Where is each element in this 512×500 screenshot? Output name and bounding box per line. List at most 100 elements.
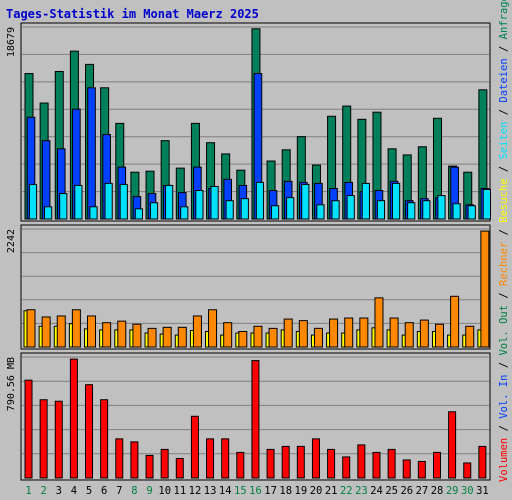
bar-volumen-day-7 xyxy=(115,438,124,479)
bar-volumen-day-13 xyxy=(206,438,215,479)
day-label: 7 xyxy=(116,485,122,497)
bar-volumen-day-12 xyxy=(190,415,199,479)
bar-rechner-day-2 xyxy=(41,316,51,348)
bar-rechner-day-6 xyxy=(102,322,112,348)
bar-seiten-day-3 xyxy=(59,193,68,220)
day-label: 22 xyxy=(340,485,353,497)
bar-volumen-day-17 xyxy=(266,448,275,479)
bar-seiten-day-16 xyxy=(255,181,265,220)
legend-item-seiten: Seiten xyxy=(498,122,510,160)
bar-rechner-day-15 xyxy=(238,330,248,348)
bar-rechner-day-13 xyxy=(208,309,218,348)
bar-seiten-day-17 xyxy=(270,205,280,220)
day-label: 28 xyxy=(431,485,444,497)
bar-rechner-day-3 xyxy=(56,315,66,348)
day-label: 14 xyxy=(219,485,232,497)
legend-item--: / xyxy=(498,223,510,242)
chart-title: Tages-Statistik im Monat Maerz 2025 xyxy=(6,7,259,21)
bar-rechner-day-21 xyxy=(329,318,339,348)
legend-item--: / xyxy=(498,39,510,58)
bar-volumen-day-5 xyxy=(85,384,94,479)
legend-item-besuche: Besuche xyxy=(498,178,510,222)
day-label: 6 xyxy=(101,485,107,497)
legend-item--: / xyxy=(498,160,510,179)
legend-item-vol-in: Vol. In xyxy=(498,375,510,419)
bar-seiten-day-9 xyxy=(149,202,159,220)
bar-rechner-day-18 xyxy=(283,318,293,348)
bar-dateien-day-5 xyxy=(87,87,96,220)
day-label: 21 xyxy=(325,485,338,497)
bar-seiten-day-30 xyxy=(467,205,476,220)
day-label: 18 xyxy=(279,485,292,497)
bar-seiten-day-20 xyxy=(316,204,325,220)
legend-vertical: Volumen / Vol. In / Vol. Out / Rechner /… xyxy=(498,0,510,482)
bar-volumen-day-31 xyxy=(478,445,487,479)
panels-layer: 18679 2242 790.56 MB xyxy=(6,22,491,481)
panel-requests: 18679 xyxy=(6,22,491,222)
bar-seiten-day-19 xyxy=(301,183,310,220)
bar-volumen-day-19 xyxy=(296,445,305,479)
bar-seiten-day-11 xyxy=(180,206,189,220)
day-label: 4 xyxy=(71,485,77,497)
day-label: 12 xyxy=(189,485,202,497)
legend-item--: / xyxy=(498,419,510,438)
bar-seiten-day-15 xyxy=(240,198,249,220)
legend-item-volumen: Volumen xyxy=(498,438,510,482)
bar-rechner-day-27 xyxy=(419,319,429,348)
bar-seiten-day-27 xyxy=(422,200,431,220)
bar-rechner-day-22 xyxy=(344,317,354,348)
day-label: 17 xyxy=(264,485,277,497)
bar-rechner-day-25 xyxy=(389,317,399,348)
bar-rechner-day-7 xyxy=(117,320,127,348)
day-label: 24 xyxy=(370,485,383,497)
legend-item-vol-out: Vol. Out xyxy=(498,305,510,356)
day-label: 3 xyxy=(56,485,62,497)
bar-seiten-day-24 xyxy=(376,200,386,220)
bar-seiten-day-8 xyxy=(134,208,144,220)
bar-seiten-day-23 xyxy=(361,182,370,220)
bar-rechner-day-10 xyxy=(162,326,172,348)
bar-seiten-day-22 xyxy=(346,195,355,220)
bar-volumen-day-29 xyxy=(448,411,457,479)
day-label: 1 xyxy=(25,485,31,497)
day-label: 20 xyxy=(310,485,323,497)
bar-rechner-day-14 xyxy=(223,322,233,348)
day-label: 29 xyxy=(446,485,459,497)
legend-item--: / xyxy=(498,103,510,122)
bar-rechner-day-30 xyxy=(465,325,475,348)
bar-seiten-day-10 xyxy=(165,184,174,220)
bar-volumen-day-30 xyxy=(463,462,472,479)
bar-volumen-day-21 xyxy=(327,448,336,479)
bar-volumen-day-26 xyxy=(402,459,411,479)
bar-seiten-day-1 xyxy=(28,183,38,220)
day-labels: 1 2 3 4 5 6 7 8 9 10 11 12 13 14 15 16 17 18 19 20 21 22 23 24 2… xyxy=(25,485,488,497)
day-label: 2 xyxy=(41,485,47,497)
legend-item-dateien: Dateien xyxy=(498,58,510,102)
bar-volumen-day-22 xyxy=(342,456,351,479)
bar-rechner-day-8 xyxy=(132,323,142,348)
bar-volumen-day-27 xyxy=(417,460,426,479)
bar-rechner-day-17 xyxy=(268,327,278,348)
bar-rechner-day-29 xyxy=(450,295,460,348)
bar-volumen-day-3 xyxy=(54,400,63,479)
bar-volumen-day-18 xyxy=(281,445,290,479)
bar-volumen-day-8 xyxy=(130,441,139,479)
day-label: 11 xyxy=(174,485,187,497)
bar-seiten-day-5 xyxy=(89,206,98,220)
day-label: 31 xyxy=(476,485,489,497)
legend-item-rechner: Rechner xyxy=(498,242,510,286)
bar-volumen-day-20 xyxy=(311,438,320,479)
bar-seiten-day-31 xyxy=(482,189,491,220)
day-label: 5 xyxy=(86,485,92,497)
day-label: 27 xyxy=(416,485,429,497)
bar-volumen-day-28 xyxy=(432,451,441,479)
bar-volumen-day-11 xyxy=(175,457,184,479)
bar-rechner-day-12 xyxy=(192,315,202,348)
bar-volumen-day-15 xyxy=(236,451,245,479)
day-label: 30 xyxy=(461,485,474,497)
bar-volumen-day-9 xyxy=(145,454,154,479)
bar-volumen-day-16 xyxy=(251,360,260,479)
bar-seiten-day-26 xyxy=(407,202,416,220)
bar-seiten-day-13 xyxy=(210,185,219,220)
